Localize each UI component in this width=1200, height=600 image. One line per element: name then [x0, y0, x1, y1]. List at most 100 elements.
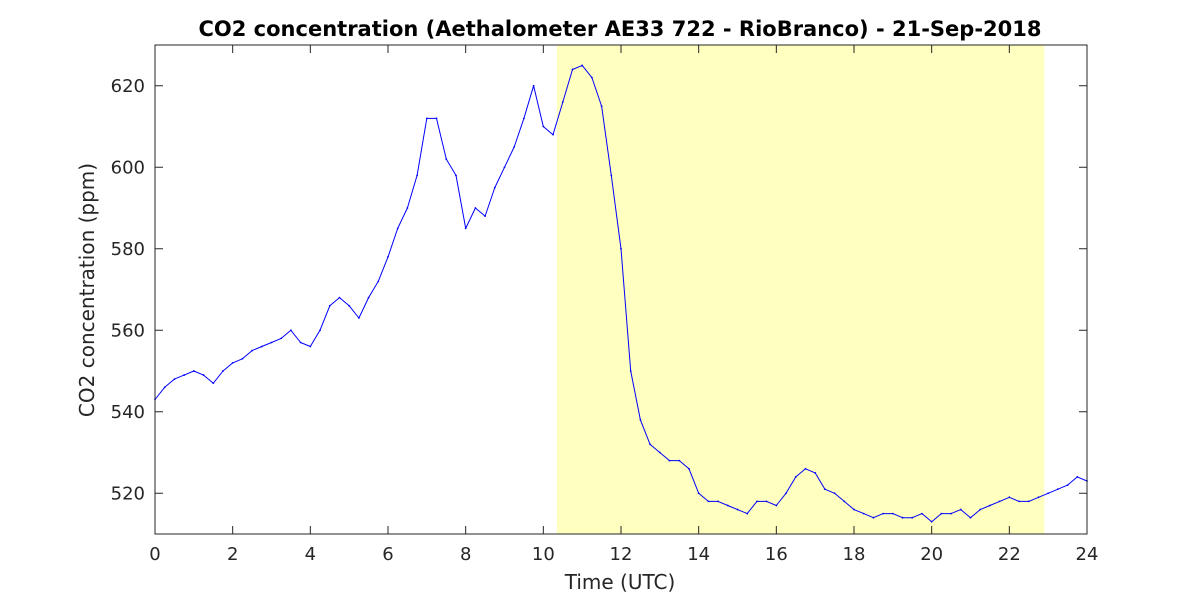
data-point	[542, 125, 545, 128]
x-tick-label: 14	[687, 544, 710, 565]
x-tick-label: 4	[305, 544, 316, 565]
data-point	[455, 174, 457, 177]
data-point	[717, 500, 719, 503]
data-point	[416, 174, 419, 177]
data-point	[484, 215, 486, 218]
x-tick-label: 16	[765, 544, 788, 565]
data-point	[979, 508, 982, 511]
data-point	[998, 500, 1001, 503]
data-point	[513, 145, 516, 148]
data-point	[270, 341, 273, 344]
data-point	[726, 504, 729, 507]
x-tick-label: 2	[227, 544, 238, 565]
data-point	[891, 512, 894, 515]
data-point	[959, 508, 962, 511]
data-point	[901, 516, 904, 519]
data-point	[862, 512, 865, 515]
data-point	[183, 374, 186, 376]
y-axis: 520 540 560 580 600 620	[111, 76, 1087, 504]
shaded-region	[556, 45, 1045, 534]
y-tick-label: 520	[111, 483, 145, 504]
data-point	[794, 476, 797, 478]
data-point	[590, 76, 593, 79]
y-tick-label: 560	[111, 320, 145, 341]
data-point	[639, 419, 642, 421]
data-point	[338, 296, 341, 299]
data-point	[629, 370, 632, 372]
data-point	[678, 459, 681, 462]
data-point	[435, 117, 438, 120]
data-point	[600, 105, 603, 108]
data-point	[280, 337, 283, 340]
data-point	[377, 280, 380, 283]
x-tick-label: 18	[843, 544, 866, 565]
x-tick-label: 12	[610, 544, 633, 565]
data-point	[930, 520, 933, 523]
data-point	[464, 227, 467, 230]
data-point	[202, 374, 205, 376]
data-point	[309, 345, 312, 348]
data-point	[1018, 500, 1020, 503]
data-point	[445, 158, 448, 161]
data-point	[173, 378, 176, 381]
data-point	[775, 504, 778, 507]
data-point	[658, 451, 661, 454]
chart-title: CO2 concentration (Aethalometer AE33 722…	[199, 17, 1042, 41]
data-point	[668, 459, 671, 462]
data-point	[163, 386, 166, 389]
x-tick-label: 22	[998, 544, 1021, 565]
y-tick-label: 620	[111, 76, 145, 97]
data-point	[222, 370, 224, 372]
data-point	[872, 516, 875, 519]
x-tick-label: 24	[1076, 544, 1099, 565]
data-point	[474, 207, 477, 209]
data-point	[348, 304, 351, 307]
data-point	[406, 207, 409, 209]
shaded-region-group	[556, 45, 1045, 534]
data-point	[707, 500, 710, 503]
x-axis-label: Time (UTC)	[564, 570, 676, 594]
y-tick-label: 540	[111, 402, 145, 423]
x-tick-label: 20	[920, 544, 943, 565]
data-point	[1008, 496, 1011, 499]
data-point	[1037, 496, 1040, 499]
data-point	[571, 68, 574, 71]
data-point	[552, 133, 554, 136]
data-point	[1076, 476, 1079, 478]
x-tick-label: 0	[149, 544, 160, 565]
data-point	[396, 227, 399, 230]
x-tick-label: 8	[460, 544, 471, 565]
data-point	[319, 329, 321, 332]
data-point	[814, 471, 817, 474]
data-point	[192, 370, 195, 372]
data-point	[765, 500, 768, 503]
data-point	[688, 467, 690, 470]
data-point	[804, 467, 807, 470]
data-point	[1047, 492, 1050, 495]
data-point	[950, 512, 952, 515]
data-point	[241, 357, 244, 360]
data-point	[756, 500, 758, 503]
y-axis-label: CO2 concentration (ppm)	[75, 163, 99, 417]
data-point	[697, 492, 700, 495]
data-point	[882, 512, 885, 515]
data-point	[561, 101, 564, 103]
data-point	[328, 304, 331, 307]
data-point	[1056, 488, 1059, 491]
data-point	[921, 512, 923, 515]
data-point	[785, 492, 787, 495]
data-point	[911, 516, 914, 519]
data-point	[231, 361, 234, 364]
data-point	[1027, 500, 1030, 503]
data-point	[425, 117, 428, 120]
data-point	[823, 488, 826, 491]
x-axis: 0 2 4 6 8 10 12 14 16 18 20 22 24	[149, 45, 1098, 565]
y-tick-label: 600	[111, 157, 145, 178]
data-point	[853, 508, 855, 511]
data-point	[523, 117, 525, 120]
data-point	[387, 256, 389, 258]
data-point	[260, 345, 263, 348]
data-point	[610, 174, 613, 177]
data-point	[940, 512, 943, 515]
